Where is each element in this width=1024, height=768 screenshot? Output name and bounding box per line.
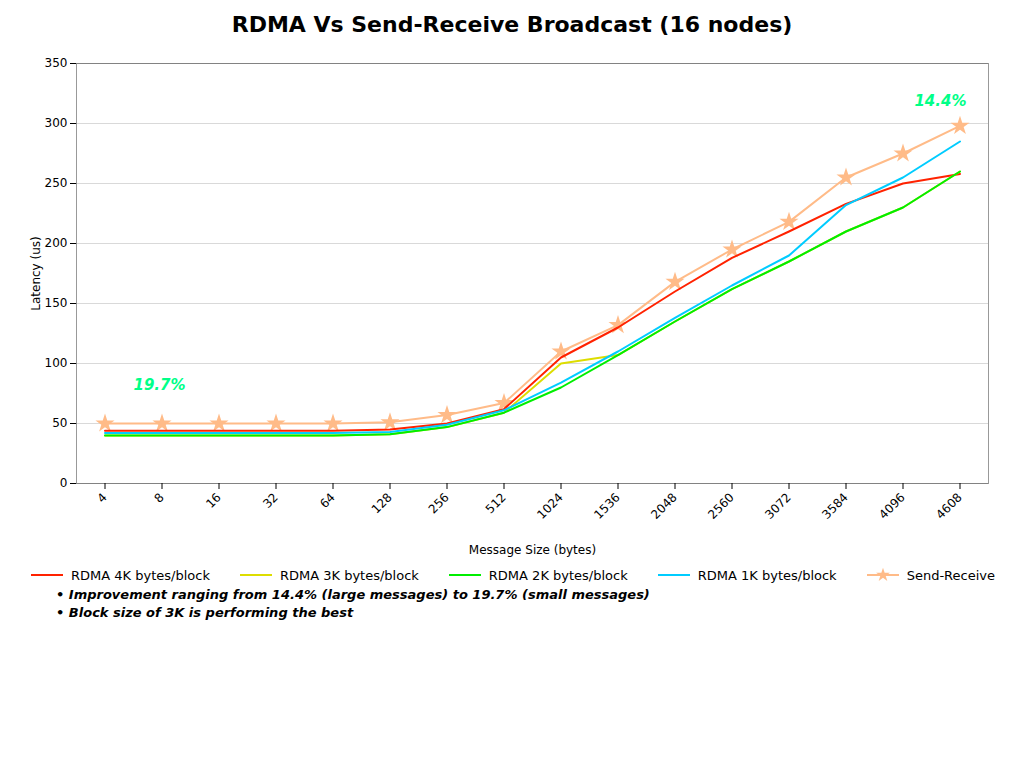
svg-text:64: 64 <box>317 490 338 511</box>
html-text:RDMA 3K bytes/block: RDMA 3K bytes/block <box>279 567 419 583</box>
svg-text:Message Size (bytes): Message Size (bytes) <box>469 543 596 557</box>
svg-text:256: 256 <box>426 490 452 516</box>
svg-text:2048: 2048 <box>648 490 679 521</box>
html-text:RDMA 1K bytes/block: RDMA 1K bytes/block <box>697 567 837 583</box>
svg-text:150: 150 <box>45 296 68 310</box>
svg-text:128: 128 <box>369 490 395 516</box>
svg-text:50: 50 <box>52 416 67 430</box>
svg-text:300: 300 <box>45 116 68 130</box>
html-text:Send-Receive: Send-Receive <box>906 567 995 583</box>
svg-text:32: 32 <box>260 490 281 511</box>
svg-text:1536: 1536 <box>591 490 622 521</box>
svg-text:19.7%: 19.7% <box>134 376 186 394</box>
svg-text:3584: 3584 <box>819 490 850 521</box>
html-text:• Improvement ranging from 14.: • Improvement ranging from 14.4% (large … <box>56 587 650 602</box>
svg-text:100: 100 <box>45 356 68 370</box>
html-text:RDMA 2K bytes/block: RDMA 2K bytes/block <box>488 567 628 583</box>
svg-text:200: 200 <box>45 236 68 250</box>
svg-text:Latency (us): Latency (us) <box>29 236 43 310</box>
html-text:RDMA Vs Send-Receive Broadcast: RDMA Vs Send-Receive Broadcast (16 nodes… <box>231 12 793 37</box>
svg-text:4: 4 <box>95 490 110 505</box>
svg-text:14.4%: 14.4% <box>914 92 966 110</box>
svg-text:8: 8 <box>152 490 167 505</box>
svg-text:350: 350 <box>45 56 68 70</box>
svg-text:2560: 2560 <box>705 490 736 521</box>
html-text:RDMA 4K bytes/block: RDMA 4K bytes/block <box>71 567 210 583</box>
html-text:• Block size of 3K is performi: • Block size of 3K is performing the bes… <box>56 605 354 620</box>
svg-text:16: 16 <box>203 490 224 511</box>
svg-text:4096: 4096 <box>876 490 907 521</box>
svg-text:250: 250 <box>45 176 68 190</box>
svg-text:1024: 1024 <box>534 490 565 521</box>
svg-text:4608: 4608 <box>933 490 964 521</box>
svg-text:3072: 3072 <box>762 490 793 521</box>
svg-text:512: 512 <box>483 490 509 516</box>
svg-text:0: 0 <box>60 476 68 490</box>
